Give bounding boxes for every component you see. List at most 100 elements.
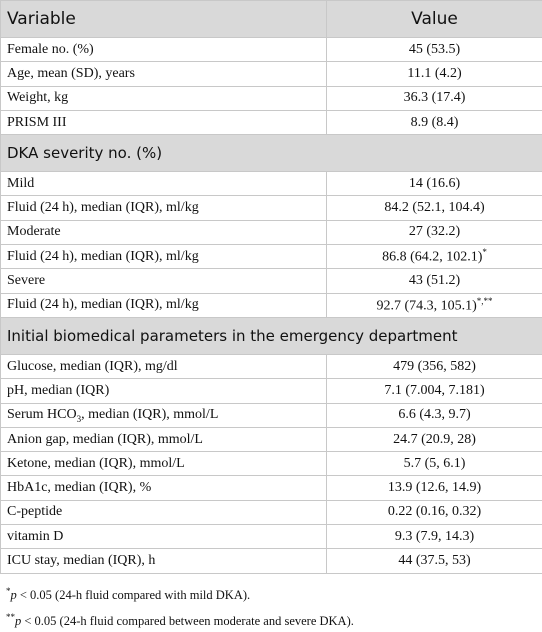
label: HbA1c, median (IQR), % (7, 480, 151, 495)
data-row: Fluid (24 h), median (IQR), ml/kg 92.7 (7… (1, 293, 542, 317)
data-row: Female no. (%) 45 (53.5) (1, 38, 542, 62)
label-cell: Serum HCO3, median (IQR), mmol/L (1, 403, 327, 427)
section-cell: DKA severity no. (%) (1, 135, 542, 172)
label: PRISM III (7, 115, 67, 130)
label-cell: Fluid (24 h), median (IQR), ml/kg (1, 196, 327, 220)
value-cell: 43 (51.2) (327, 269, 542, 293)
value-cell: 0.22 (0.16, 0.32) (327, 500, 542, 524)
value: 45 (53.5) (409, 42, 460, 57)
label-cell: Severe (1, 269, 327, 293)
label: pH, median (IQR) (7, 383, 109, 398)
table-body: Female no. (%) 45 (53.5) Age, mean (SD), y… (1, 38, 542, 574)
value-cell: 44 (37.5, 53) (327, 549, 542, 573)
footnote-text: < 0.05 (24-h fluid compared with mild DK… (17, 588, 250, 602)
value-cell: 5.7 (5, 6.1) (327, 452, 542, 476)
data-row: Weight, kg 36.3 (17.4) (1, 86, 542, 110)
data-row: ICU stay, median (IQR), h 44 (37.5, 53) (1, 549, 542, 573)
data-row: Moderate 27 (32.2) (1, 220, 542, 244)
label-cell: Ketone, median (IQR), mmol/L (1, 452, 327, 476)
header-cell: Value (327, 1, 542, 38)
value-cell: 6.6 (4.3, 9.7) (327, 403, 542, 427)
value: 44 (37.5, 53) (398, 553, 470, 568)
data-row: pH, median (IQR) 7.1 (7.004, 7.181) (1, 379, 542, 403)
value: 14 (16.6) (409, 176, 460, 191)
label: Anion gap, median (IQR), mmol/L (7, 432, 203, 447)
value: 27 (32.2) (409, 224, 460, 239)
value-note: * (482, 247, 487, 257)
footnote: **p < 0.05 (24-h fluid compared between … (6, 606, 542, 632)
value: 11.1 (4.2) (407, 66, 461, 81)
label-cell: PRISM III (1, 110, 327, 134)
value-cell: 36.3 (17.4) (327, 86, 542, 110)
label: vitamin D (7, 529, 63, 544)
header-row: Variable Value (1, 1, 542, 38)
value: 0.22 (0.16, 0.32) (388, 504, 481, 519)
value-cell: 92.7 (74.3, 105.1)*,** (327, 293, 542, 317)
value: 5.7 (5, 6.1) (404, 456, 466, 471)
value-cell: 13.9 (12.6, 14.9) (327, 476, 542, 500)
label: ICU stay, median (IQR), h (7, 553, 155, 568)
label: Fluid (24 h), median (IQR), ml/kg (7, 297, 199, 312)
value: 92.7 (74.3, 105.1) (376, 299, 476, 314)
footnotes: *p < 0.05 (24-h fluid compared with mild… (6, 580, 542, 632)
section-row: Initial biomedical parameters in the eme… (1, 317, 542, 354)
data-row: Age, mean (SD), years 11.1 (4.2) (1, 62, 542, 86)
value: 7.1 (7.004, 7.181) (384, 383, 484, 398)
label: Age, mean (SD), years (7, 66, 135, 81)
value: 13.9 (12.6, 14.9) (388, 480, 481, 495)
data-row: Mild 14 (16.6) (1, 172, 542, 196)
label-cell: Female no. (%) (1, 38, 327, 62)
value: 479 (356, 582) (393, 359, 476, 374)
data-row: vitamin D 9.3 (7.9, 14.3) (1, 525, 542, 549)
value-cell: 11.1 (4.2) (327, 62, 542, 86)
data-row: C-peptide 0.22 (0.16, 0.32) (1, 500, 542, 524)
value-cell: 24.7 (20.9, 28) (327, 427, 542, 451)
section-cell: Initial biomedical parameters in the eme… (1, 317, 542, 354)
label-cell: vitamin D (1, 525, 327, 549)
label-cell: Mild (1, 172, 327, 196)
label: Moderate (7, 224, 61, 239)
label-cell: Weight, kg (1, 86, 327, 110)
data-row: PRISM III 8.9 (8.4) (1, 110, 542, 134)
label: Fluid (24 h), median (IQR), ml/kg (7, 200, 199, 215)
footnote-mark: ** (6, 612, 15, 622)
data-row: Severe 43 (51.2) (1, 269, 542, 293)
value-cell: 8.9 (8.4) (327, 110, 542, 134)
value-cell: 479 (356, 582) (327, 354, 542, 378)
value-cell: 14 (16.6) (327, 172, 542, 196)
value: 24.7 (20.9, 28) (393, 432, 476, 447)
label: Fluid (24 h), median (IQR), ml/kg (7, 249, 199, 264)
data-row: Fluid (24 h), median (IQR), ml/kg 86.8 (6… (1, 245, 542, 269)
header-cell: Variable (1, 1, 327, 38)
label: Weight, kg (7, 90, 68, 105)
data-table: Variable Value Female no. (%) 45 (53.5) Ag… (0, 0, 542, 574)
section-row: DKA severity no. (%) (1, 135, 542, 172)
label: , median (IQR), mmol/L (81, 407, 218, 422)
label-cell: Anion gap, median (IQR), mmol/L (1, 427, 327, 451)
label: Glucose, median (IQR), mg/dl (7, 359, 178, 374)
value: 8.9 (8.4) (411, 115, 459, 130)
value: 84.2 (52.1, 104.4) (384, 200, 484, 215)
data-row: Ketone, median (IQR), mmol/L 5.7 (5, 6.1) (1, 452, 542, 476)
label-cell: C-peptide (1, 500, 327, 524)
value-cell: 86.8 (64.2, 102.1)* (327, 245, 542, 269)
value-cell: 27 (32.2) (327, 220, 542, 244)
data-row: Serum HCO3, median (IQR), mmol/L 6.6 (4.3… (1, 403, 542, 427)
footnote: *p < 0.05 (24-h fluid compared with mild… (6, 580, 542, 606)
data-row: Anion gap, median (IQR), mmol/L 24.7 (20.… (1, 427, 542, 451)
footnote-text: < 0.05 (24-h fluid compared between mode… (21, 614, 354, 628)
data-row: Fluid (24 h), median (IQR), ml/kg 84.2 (5… (1, 196, 542, 220)
data-row: Glucose, median (IQR), mg/dl 479 (356, 58… (1, 354, 542, 378)
data-row: HbA1c, median (IQR), % 13.9 (12.6, 14.9) (1, 476, 542, 500)
value-note: *,** (477, 296, 493, 306)
label: Severe (7, 273, 45, 288)
value: 43 (51.2) (409, 273, 460, 288)
label-cell: Moderate (1, 220, 327, 244)
value: 6.6 (4.3, 9.7) (398, 407, 470, 422)
value: 36.3 (17.4) (404, 90, 466, 105)
label: Serum HCO (7, 407, 77, 422)
label: Female no. (%) (7, 42, 94, 57)
value-cell: 9.3 (7.9, 14.3) (327, 525, 542, 549)
label-cell: ICU stay, median (IQR), h (1, 549, 327, 573)
